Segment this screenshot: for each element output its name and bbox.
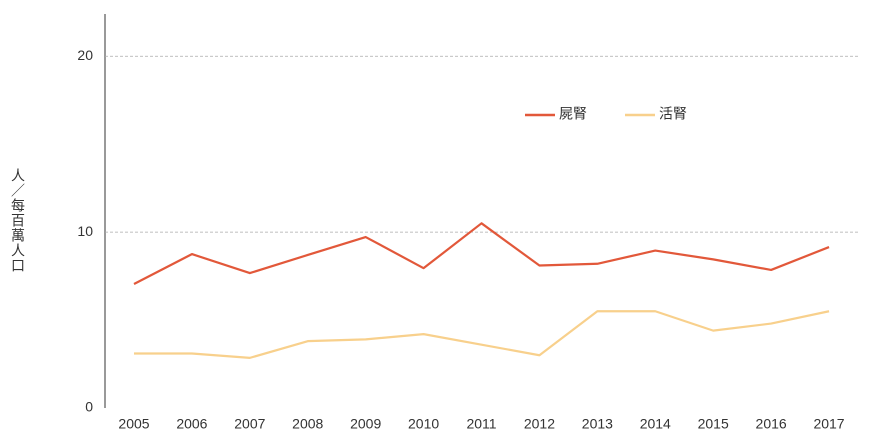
y-tick-label: 10 [77,223,93,239]
x-tick-label: 2014 [640,416,671,432]
x-tick-label: 2009 [350,416,381,432]
x-tick-label: 2010 [408,416,439,432]
x-tick-label: 2011 [466,416,496,432]
y-axis-label: 人／每百萬人口 [10,168,26,273]
x-tick-label: 2007 [234,416,265,432]
y-tick-label: 20 [77,47,93,63]
x-tick-label: 2008 [292,416,323,432]
y-tick-label: 0 [85,399,93,415]
x-tick-label: 2015 [698,416,729,432]
x-tick-label: 2005 [118,416,149,432]
series-line [133,222,830,285]
x-tick-label: 2012 [524,416,555,432]
legend-label: 活腎 [659,106,687,122]
x-tick-label: 2016 [756,416,787,432]
series-line [134,310,830,359]
legend-label: 屍腎 [559,106,587,122]
x-tick-label: 2017 [813,416,844,432]
x-tick-label: 2006 [176,416,207,432]
x-tick-label: 2013 [582,416,613,432]
